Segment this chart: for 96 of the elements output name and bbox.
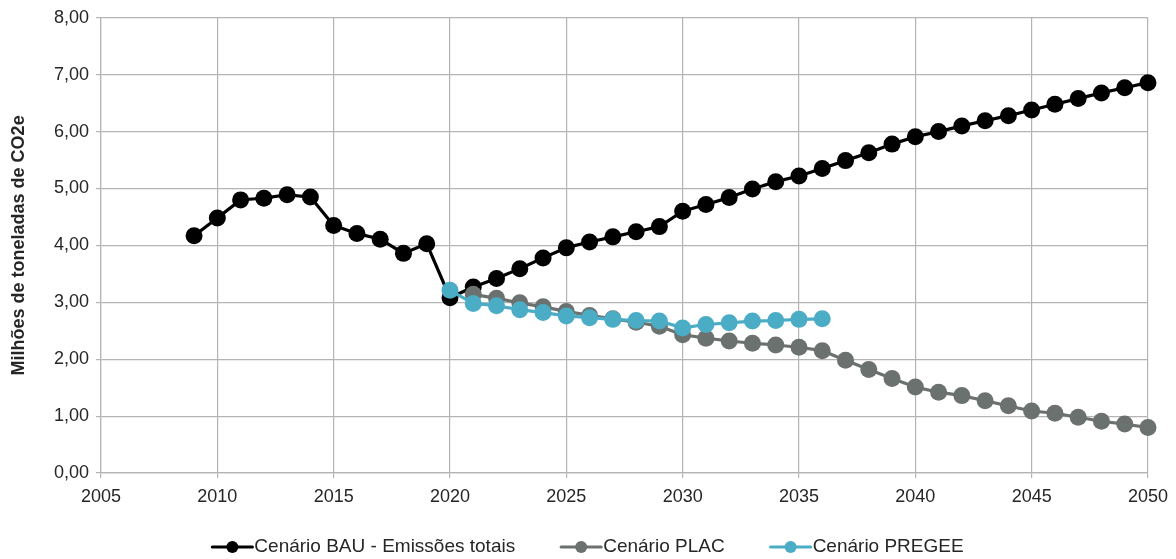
- y-tick-label: 8,00: [53, 6, 89, 27]
- x-tick-label: 2015: [313, 485, 354, 506]
- x-tick-label: 2045: [1011, 485, 1052, 506]
- point: [301, 188, 319, 206]
- point: [511, 260, 529, 278]
- x-tick-label: 2025: [546, 485, 587, 506]
- x-tick-label: 2035: [778, 485, 820, 506]
- point: [790, 310, 808, 328]
- point: [348, 224, 366, 242]
- point: [1069, 90, 1087, 108]
- point: [627, 223, 645, 241]
- y-tick-label: 0,00: [53, 461, 89, 482]
- point: [930, 383, 948, 401]
- point: [790, 338, 808, 356]
- point: [999, 107, 1017, 125]
- point: [278, 186, 296, 204]
- point: [185, 227, 203, 245]
- point: [720, 189, 738, 207]
- point: [418, 235, 436, 253]
- x-tick-label: 2050: [1127, 485, 1168, 506]
- point: [697, 315, 715, 333]
- point: [1023, 402, 1041, 420]
- point: [953, 117, 971, 135]
- point: [534, 304, 552, 322]
- point: [976, 112, 994, 130]
- point: [1116, 415, 1134, 433]
- point: [1116, 79, 1134, 97]
- point: [371, 230, 389, 248]
- point: [953, 387, 971, 405]
- point: [1046, 95, 1064, 113]
- point: [906, 378, 924, 396]
- point: [883, 370, 901, 388]
- point: [1139, 418, 1157, 436]
- point: [232, 191, 250, 209]
- point: [697, 195, 715, 213]
- point: [650, 312, 668, 330]
- point: [813, 342, 831, 360]
- point: [557, 239, 575, 257]
- point: [999, 397, 1017, 415]
- point: [813, 160, 831, 178]
- point: [883, 135, 901, 153]
- point: [837, 351, 855, 369]
- point: [767, 312, 785, 330]
- point: [743, 312, 761, 330]
- x-tick-label: 2005: [80, 485, 122, 506]
- point: [743, 180, 761, 198]
- point: [837, 152, 855, 170]
- point: [208, 209, 226, 227]
- point: [1139, 74, 1157, 92]
- point: [394, 244, 412, 262]
- point: [441, 281, 459, 299]
- point: [813, 310, 831, 328]
- legend-label: Cenário PLAC: [603, 535, 725, 557]
- point: [743, 334, 761, 352]
- point: [255, 189, 273, 207]
- x-tick-label: 2030: [662, 485, 703, 506]
- point: [674, 202, 692, 220]
- point: [767, 336, 785, 354]
- point: [930, 123, 948, 141]
- point: [650, 218, 668, 236]
- y-axis-title: Milhões de toneladas de CO2e: [7, 115, 28, 376]
- point: [1046, 404, 1064, 422]
- point: [464, 294, 482, 312]
- y-tick-label: 1,00: [53, 405, 89, 426]
- y-tick-label: 5,00: [53, 177, 89, 198]
- y-tick-label: 6,00: [53, 120, 89, 141]
- legend-label: Cenário PREGEE: [812, 535, 964, 557]
- x-tick-label: 2010: [197, 485, 238, 506]
- point: [1023, 101, 1041, 119]
- point: [720, 314, 738, 332]
- point: [534, 249, 552, 267]
- y-tick-label: 7,00: [53, 63, 89, 84]
- point: [906, 128, 924, 146]
- point: [790, 167, 808, 185]
- point: [1069, 408, 1087, 426]
- point: [557, 307, 575, 325]
- point: [488, 297, 506, 315]
- point: [976, 392, 994, 410]
- point: [1092, 84, 1110, 102]
- point: [325, 216, 343, 234]
- point: [488, 269, 506, 287]
- x-tick-label: 2020: [429, 485, 471, 506]
- point: [581, 233, 599, 251]
- y-tick-label: 3,00: [53, 291, 89, 312]
- point: [860, 144, 878, 162]
- legend-label: Cenário BAU - Emissões totais: [254, 535, 516, 557]
- point: [1092, 412, 1110, 430]
- point: [720, 332, 738, 350]
- point: [767, 173, 785, 191]
- y-tick-label: 2,00: [53, 348, 89, 369]
- x-tick-label: 2040: [895, 485, 936, 506]
- point: [860, 360, 878, 378]
- point: [674, 319, 692, 337]
- point: [511, 301, 529, 319]
- y-tick-label: 4,00: [53, 234, 89, 255]
- point: [604, 228, 622, 246]
